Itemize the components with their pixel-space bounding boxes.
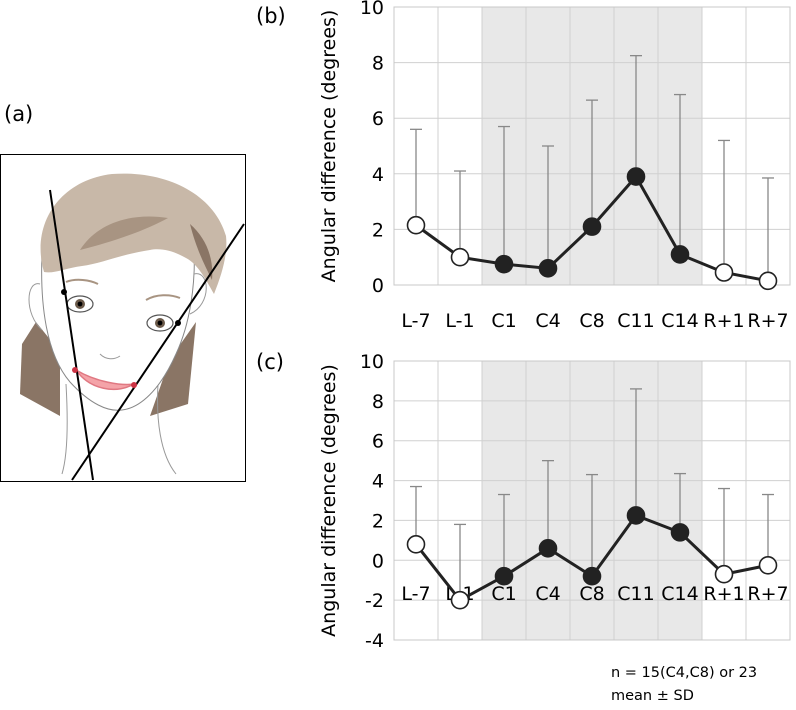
data-point [406, 215, 426, 235]
shaded-region [482, 7, 702, 285]
eyebrow-right [145, 294, 181, 301]
x-tick-label: C14 [661, 310, 698, 332]
data-point [494, 566, 514, 586]
x-tick-label: C8 [579, 310, 604, 332]
ear-left [28, 283, 43, 331]
y-tick-label: -4 [365, 630, 384, 652]
hair-back-left [20, 322, 60, 416]
data-point [670, 523, 690, 542]
x-tick-label: C14 [661, 583, 698, 605]
y-tick-label: 8 [372, 53, 384, 75]
y-tick-label: 10 [360, 351, 384, 373]
hair-streak [80, 216, 168, 250]
y-tick-label: 0 [372, 550, 384, 572]
data-point [450, 590, 470, 610]
x-tick-label: C4 [535, 583, 560, 605]
ear-right [189, 273, 207, 315]
y-tick-label: 10 [360, 0, 384, 19]
panel-label-a: (a) [4, 102, 34, 126]
footnote-sample-size: n = 15(C4,C8) or 23 [611, 665, 758, 681]
y-tick-label: 2 [372, 219, 384, 241]
data-point [758, 271, 778, 291]
hair-streak-dark [190, 224, 213, 280]
data-point [714, 263, 734, 282]
data-point [406, 535, 426, 554]
x-tick-label: L-7 [401, 310, 430, 332]
x-tick-label: L-7 [401, 583, 430, 605]
x-tick-label: R+7 [747, 583, 788, 605]
data-point [582, 566, 602, 586]
landmark-eye-left [61, 289, 67, 295]
data-point [494, 254, 514, 274]
data-point [538, 259, 558, 278]
face-midline [49, 189, 94, 481]
panel-label-b: (b) [256, 4, 286, 28]
data-point [582, 217, 602, 236]
neck-outline [61, 383, 177, 475]
y-axis-label: Angular difference (degrees) [318, 10, 340, 283]
face-illustration [0, 154, 246, 482]
x-tick-label: L-1 [445, 310, 474, 332]
y-tick-label: 0 [372, 275, 384, 297]
data-point [714, 564, 734, 584]
shaded-region [482, 361, 702, 640]
eyebrow-left [65, 278, 99, 285]
y-tick-label: 8 [372, 391, 384, 413]
hair-top [40, 173, 227, 294]
series-line [414, 513, 769, 603]
x-tick-label: R+1 [703, 583, 744, 605]
hair-back-right [150, 322, 196, 416]
x-tick-label: C1 [491, 583, 516, 605]
y-tick-label: 4 [372, 471, 384, 493]
plot-frame [393, 6, 791, 286]
x-tick-label: C11 [617, 310, 654, 332]
landmark-mouth-left [72, 367, 78, 373]
x-tick-label: C8 [579, 583, 604, 605]
data-point [538, 539, 558, 558]
panel-label-c: (c) [256, 350, 284, 374]
data-point [670, 245, 690, 264]
y-tick-label: 2 [372, 510, 384, 532]
x-tick-label: C4 [535, 310, 560, 332]
x-tick-label: C11 [617, 583, 654, 605]
y-tick-label: 6 [372, 431, 384, 453]
y-tick-label: -2 [365, 590, 384, 612]
x-tick-label: R+1 [703, 310, 744, 332]
footnote-mean-sd: mean ± SD [611, 688, 694, 704]
x-tick-label: C1 [491, 310, 516, 332]
x-tick-label: R+7 [747, 310, 788, 332]
landmark-eye-right [175, 320, 181, 326]
data-point [626, 167, 646, 186]
landmark-mouth-right [131, 382, 137, 388]
eye-mouth-line [71, 223, 245, 481]
data-point [450, 247, 470, 267]
y-tick-label: 4 [372, 164, 384, 186]
y-axis-label: Angular difference (degrees) [318, 364, 340, 637]
data-point [758, 555, 778, 575]
series-line [415, 174, 769, 283]
nose [99, 353, 121, 360]
y-tick-label: 6 [372, 108, 384, 130]
plot-frame [393, 360, 791, 641]
data-point [626, 506, 646, 525]
x-tick-label: L-1 [445, 583, 474, 605]
